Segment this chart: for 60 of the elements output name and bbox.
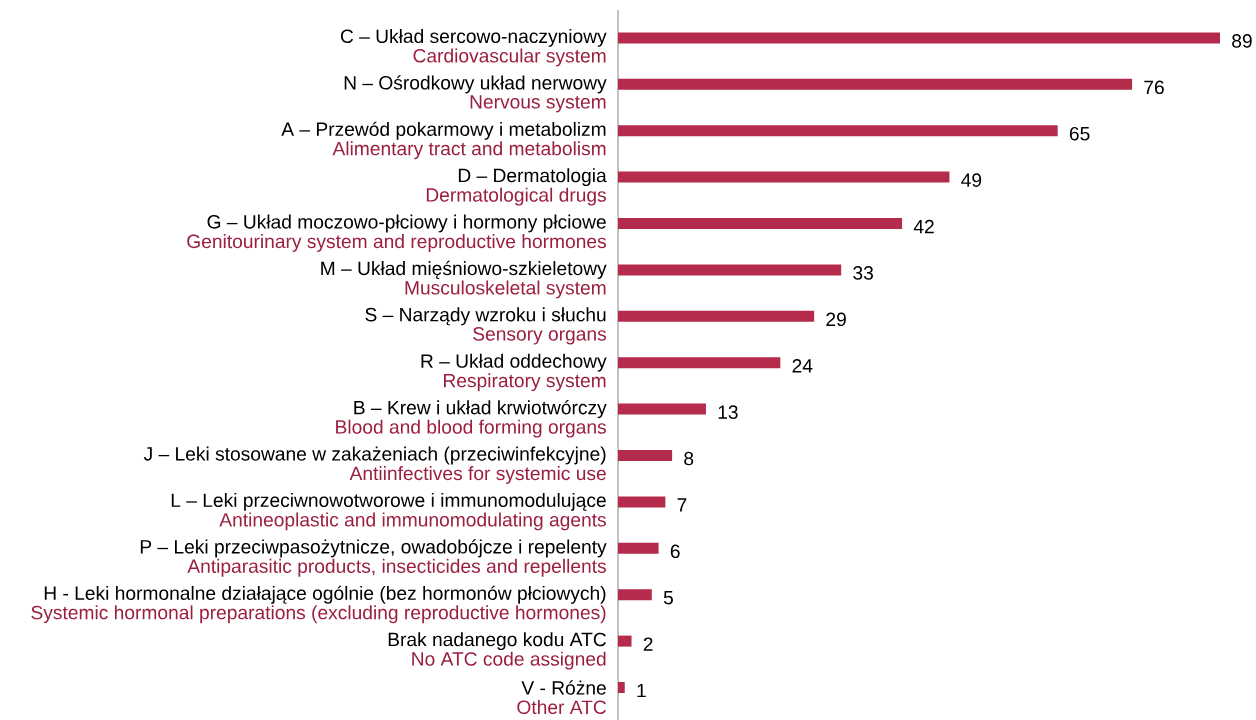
y-tick-label: M – Układ mięśniowo-szkieletowy <box>321 260 607 279</box>
y2-tick-label: Other ATC <box>517 699 607 715</box>
bar <box>618 357 781 369</box>
data-label: 76 <box>1144 80 1164 95</box>
bar <box>618 635 632 647</box>
y-tick-label: D – Dermatologia <box>458 168 607 187</box>
y2-tick-label: Respiratory system <box>444 373 606 392</box>
y-tick-label: J – Leki stosowane w zakażeniach (przeciwinfekcyjne) <box>143 446 606 465</box>
y-tick-label: R – Układ oddechowy <box>421 353 607 372</box>
y2-tick-label: Systemic hormonal preparations (excluding reproductive hormones) <box>31 605 606 624</box>
data-label: 6 <box>670 544 680 559</box>
y2-tick-label: Antiinfectives for systemic use <box>349 466 606 484</box>
bar <box>618 542 659 554</box>
y-tick-label: V - Różne <box>521 680 606 695</box>
data-label: 8 <box>684 451 694 466</box>
data-label: 89 <box>1232 34 1252 48</box>
y2-tick-label: No ATC code assigned <box>412 651 606 670</box>
bar <box>618 450 673 462</box>
bar <box>618 403 706 415</box>
y2-tick-label: Antineoplastic and immunomodulating agents <box>219 512 606 531</box>
bar <box>618 682 625 694</box>
bar <box>618 125 1058 137</box>
y2-tick-label: Musculoskeletal system <box>405 280 606 299</box>
y2-tick-label: Alimentary tract and metabolism <box>332 141 606 160</box>
y-tick-label: H - Leki hormonalne działające ogólnie (bez hormonów płciowych) <box>44 585 606 604</box>
y-tick-label: S – Narządy wzroku i słuchu <box>365 307 606 326</box>
bar <box>618 218 903 230</box>
bar <box>618 78 1133 90</box>
y2-tick-label: Nervous system <box>470 95 606 113</box>
bar <box>618 264 842 276</box>
y-tick-label: G – Układ moczowo-płciowy i hormony płciowe <box>207 214 606 233</box>
bar <box>618 496 666 508</box>
data-label: 49 <box>961 173 982 187</box>
y2-tick-label: Genitourinary system and reproductive hormones <box>187 234 606 252</box>
y2-tick-label: Blood and blood forming organs <box>336 419 606 438</box>
y2-tick-label: Sensory organs <box>473 327 606 345</box>
y-tick-label: L – Leki przeciwnowotworowe i immunomodulujące <box>171 492 606 511</box>
data-label: 1 <box>637 683 646 698</box>
y-tick-label: B – Krew i układ krwiotwórczy <box>354 400 607 419</box>
bar <box>618 310 815 322</box>
y2-tick-label: Antiparasitic products, insecticides and repellents <box>187 558 606 577</box>
data-label: 7 <box>677 498 687 512</box>
bar <box>618 171 950 183</box>
y2-tick-label: Dermatological drugs <box>426 187 606 206</box>
y-tick-label: Brak nadanego kodu ATC <box>388 632 606 651</box>
data-label: 33 <box>853 266 873 280</box>
y-tick-label: N – Ośrodkowy układ nerwowy <box>344 75 607 94</box>
data-label: 24 <box>792 359 813 373</box>
data-label: 65 <box>1069 126 1090 141</box>
y2-tick-label: Cardiovascular system <box>413 48 606 67</box>
y-tick-label: C – Układ sercowo-naczyniowy <box>340 28 607 47</box>
y-tick-label: A – Przewód pokarmowy i metabolizm <box>281 121 606 140</box>
data-label: 29 <box>826 312 846 327</box>
data-label: 5 <box>663 591 673 605</box>
data-label: 2 <box>643 637 653 651</box>
data-label: 13 <box>718 405 738 419</box>
data-label: 42 <box>913 219 934 234</box>
bar <box>618 589 652 601</box>
y-tick-label: P – Leki przeciwpasożytnicze, owadobójcze i repelenty <box>140 539 607 558</box>
bar <box>618 32 1221 44</box>
